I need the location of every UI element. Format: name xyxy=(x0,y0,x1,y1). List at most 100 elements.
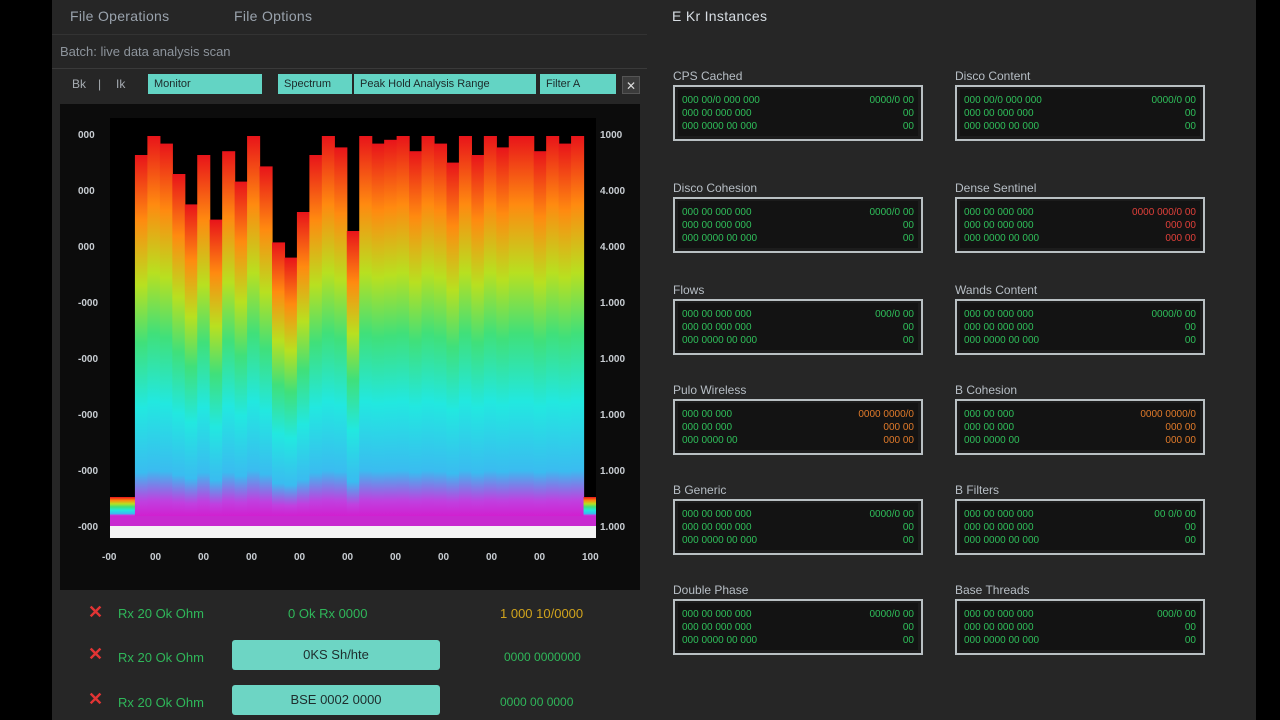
spectrum-bar xyxy=(496,147,510,516)
y-tick-label: 000 xyxy=(78,242,95,253)
card-value: 0000/0 00 xyxy=(869,609,915,620)
card-metric: 000 00 000 xyxy=(682,422,733,433)
card-value: 00 xyxy=(1184,535,1196,546)
status-row-label: Rx 20 Ok Ohm xyxy=(118,695,204,710)
x-tick-label: 00 xyxy=(198,552,210,563)
tab-monitor[interactable]: Monitor xyxy=(148,74,262,94)
card-value: 00 xyxy=(902,108,914,119)
y-tick-label: 4.000 xyxy=(600,186,626,197)
card-value: 000 00 xyxy=(1165,422,1196,433)
menu-file-options[interactable]: File Options xyxy=(234,8,313,24)
x-tick-label: 00 xyxy=(438,552,450,563)
y-tick-label: 1.000 xyxy=(600,298,626,309)
spectrum-bar xyxy=(558,143,572,516)
card-title: Dense Sentinel xyxy=(955,181,1037,195)
spectrum-bar xyxy=(234,181,248,516)
card-value: 00 xyxy=(1184,622,1196,633)
card-metric: 000 00 000 000 xyxy=(682,207,752,218)
card-metric: 000 0000 00 000 xyxy=(682,535,758,546)
card-value: 0000/0 00 xyxy=(1151,95,1197,106)
spectrum-bar xyxy=(197,155,211,516)
spectrum-bar xyxy=(334,147,348,516)
card-value: 0000/0 00 xyxy=(869,207,915,218)
card-value: 00 xyxy=(902,220,914,231)
card-value: 00 xyxy=(902,522,914,533)
card-value: 0000/0 00 xyxy=(869,509,915,520)
card-body: 000 00 000 000 000 00 000 000 000 0000 00 … xyxy=(960,201,1200,248)
card-value: 00 xyxy=(902,622,914,633)
instance-card[interactable]: 000 00/0 000 000 000 00 000 000 000 0000 0… xyxy=(955,85,1205,141)
spectrum-bar xyxy=(583,497,596,516)
toolbar-button-a[interactable]: Bk xyxy=(72,77,87,91)
y-tick-label: 1.000 xyxy=(600,522,626,533)
card-body: 000 00 000 000 000 00 000 000 000 0000 00 … xyxy=(678,503,918,550)
spectrum-bar xyxy=(259,166,273,516)
card-body: 000 00 000 000 00 000 000 0000 00 0000 0000… xyxy=(678,403,918,450)
instance-card[interactable]: 000 00 000 000 000 00 000 000 000 0000 00 … xyxy=(955,499,1205,555)
spectrum-bar xyxy=(147,136,161,516)
error-x-icon: ✕ xyxy=(88,602,104,622)
spectrum-bar xyxy=(134,155,148,516)
card-value: 00 xyxy=(902,322,914,333)
card-value: 0000 000/0 00 xyxy=(1132,207,1196,218)
instance-card[interactable]: 000 00 000 000 000 00 000 000 000 0000 00 … xyxy=(955,299,1205,355)
error-x-icon: ✕ xyxy=(88,644,104,664)
tab-peak-hold[interactable]: Peak Hold Analysis Range xyxy=(354,74,536,94)
action-button[interactable]: 0KS Sh/hte xyxy=(232,640,440,670)
y-tick-label: -000 xyxy=(78,298,99,309)
instance-card[interactable]: 000 00 000 000 000 00 000 000 000 0000 00 … xyxy=(673,599,923,655)
card-value: 00 xyxy=(902,233,914,244)
card-value: 000/0 00 xyxy=(875,309,914,320)
card-value: 00 xyxy=(1184,335,1196,346)
status-row: ✕ Rx 20 Ok Ohm 0 Ok Rx 0000 1 000 10/000… xyxy=(60,598,640,632)
spectrum-bar xyxy=(172,174,186,516)
card-metric: 000 0000 00 000 xyxy=(682,233,758,244)
spectrum-bar xyxy=(546,136,560,516)
card-value: 00 xyxy=(1184,322,1196,333)
x-tick-label: 00 xyxy=(486,552,498,563)
card-metric: 000 00 000 000 xyxy=(964,220,1034,231)
tab-spectrum[interactable]: Spectrum xyxy=(278,74,352,94)
spectrum-bar xyxy=(483,136,497,516)
card-metric: 000 00 000 xyxy=(964,422,1015,433)
menu-file-operations[interactable]: File Operations xyxy=(70,8,170,24)
y-tick-label: 1000 xyxy=(600,130,623,141)
card-value: 000 00 xyxy=(1165,220,1196,231)
card-metric: 000 0000 00 xyxy=(682,435,738,446)
instance-card[interactable]: 000 00 000 000 000 00 000 000 000 0000 00 … xyxy=(955,599,1205,655)
card-metric: 000 00 000 000 xyxy=(682,509,752,520)
instance-card[interactable]: 000 00 000 000 000 00 000 000 000 0000 00 … xyxy=(673,299,923,355)
spectrum-bar xyxy=(284,257,298,516)
spectrum-bar xyxy=(521,136,535,516)
close-icon[interactable]: ✕ xyxy=(622,76,640,94)
spectrum-bar xyxy=(446,162,460,516)
spectrum-bar xyxy=(396,136,410,516)
subtitle-text: Batch: live data analysis scan xyxy=(60,44,231,59)
card-metric: 000 0000 00 000 xyxy=(964,335,1040,346)
error-x-icon: ✕ xyxy=(88,689,104,709)
tab-filter-a[interactable]: Filter A xyxy=(540,74,616,94)
action-button[interactable]: BSE 0002 0000 xyxy=(232,685,440,715)
instance-card[interactable]: 000 00/0 000 000 000 00 000 000 000 0000 0… xyxy=(673,85,923,141)
spectrum-bar xyxy=(458,136,472,516)
card-value: 00 xyxy=(902,121,914,132)
card-metric: 000 00 000 000 xyxy=(964,609,1034,620)
instance-card[interactable]: 000 00 000 000 00 000 000 0000 00 0000 0000… xyxy=(673,399,923,455)
instance-card[interactable]: 000 00 000 000 000 00 000 000 000 0000 00 … xyxy=(673,197,923,253)
spectrum-bar xyxy=(421,136,435,516)
card-value: 0000 0000/0 xyxy=(858,409,914,420)
x-tick-label: -00 xyxy=(102,552,117,563)
status-row-label: Rx 20 Ok Ohm xyxy=(118,650,204,665)
spectrum-bar xyxy=(110,497,124,516)
toolbar-button-b[interactable]: Ik xyxy=(116,77,126,91)
x-tick-label: 00 xyxy=(390,552,402,563)
instance-card[interactable]: 000 00 000 000 000 00 000 000 000 0000 00 … xyxy=(673,499,923,555)
card-value: 00 xyxy=(1184,635,1196,646)
instance-card[interactable]: 000 00 000 000 00 000 000 0000 00 0000 0000… xyxy=(955,399,1205,455)
card-metric: 000 00 000 000 xyxy=(682,108,752,119)
card-body: 000 00 000 000 00 000 000 0000 00 0000 0000… xyxy=(960,403,1200,450)
x-tick-label: 00 xyxy=(342,552,354,563)
instance-card[interactable]: 000 00 000 000 000 00 000 000 000 0000 00 … xyxy=(955,197,1205,253)
card-body: 000 00 000 000 000 00 000 000 000 0000 00 … xyxy=(678,303,918,350)
y-tick-label: 1.000 xyxy=(600,466,626,477)
